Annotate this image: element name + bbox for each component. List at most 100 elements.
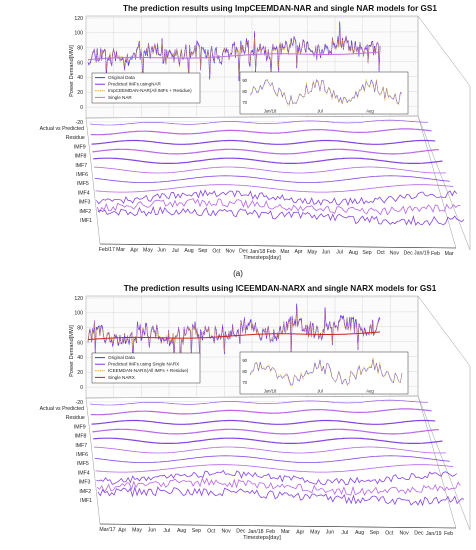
x-axis-line xyxy=(99,243,457,249)
x-tick-label: Aug xyxy=(355,530,364,536)
inset-y-tick: 90 xyxy=(242,78,247,83)
x-tick-label: Jan/19 xyxy=(426,531,442,537)
legend-entry: Predicted IMFs using Single NARX xyxy=(108,362,179,367)
x-tick-label: Feb xyxy=(444,531,453,537)
legend-box xyxy=(91,352,201,384)
inset-plot: 90 80 70 Jun/18 Jul Aug xyxy=(239,71,409,115)
depth-label: Actual vs Predicted xyxy=(40,406,85,412)
x-tick-label: Feb xyxy=(267,249,276,255)
y-tick-label: 80 xyxy=(77,46,83,52)
x-tick-label: Jul xyxy=(163,528,170,534)
x-tick-label: Mar xyxy=(280,249,289,255)
inset-series-combined xyxy=(249,79,403,107)
y-tick-label: 80 xyxy=(77,326,83,332)
depth-label: IMF6 xyxy=(76,452,88,458)
y-gridline xyxy=(85,400,419,403)
y-tick-label: 100 xyxy=(74,31,83,37)
depth-curve-imf2 xyxy=(96,477,461,496)
x-tick-label: Nov xyxy=(390,250,400,256)
depth-curve-imf9 xyxy=(91,419,436,425)
x-tick-label: Apr xyxy=(294,249,302,255)
chart-title: The prediction results using ICEEMDAN-NA… xyxy=(124,284,437,293)
y-axis-label: Power Demand[MW] xyxy=(69,45,75,97)
depth-label: IMF3 xyxy=(79,480,91,486)
legend-entry: Original Data xyxy=(108,75,135,80)
depth-label: IMF2 xyxy=(79,489,91,495)
depth-curve-imf7 xyxy=(93,437,443,444)
x-tick-label: Feb xyxy=(431,251,440,257)
plot-side-wall xyxy=(417,15,471,251)
y-tick-label: 20 xyxy=(77,370,83,376)
x-tick-label: Sep xyxy=(362,250,371,256)
depth-label: IMF5 xyxy=(77,461,89,467)
x-tick-label: Oct xyxy=(377,250,386,256)
depth-label: IMF4 xyxy=(78,470,90,476)
x-tick-label: May xyxy=(310,529,320,535)
inset-x-tick: Aug xyxy=(366,109,374,114)
inset-frame xyxy=(239,351,409,395)
series-line-combined xyxy=(87,309,381,362)
depth-curve-imf9 xyxy=(91,139,436,145)
x-tick-label: Feb/17 xyxy=(99,247,115,253)
inset-y-tick: 80 xyxy=(242,369,247,374)
panel-a: The prediction results using ImpCEEMDAN-… xyxy=(40,4,471,278)
y-tick-label: 100 xyxy=(74,311,83,317)
inset-y-tick: 80 xyxy=(242,89,247,94)
x-tick-label: Oct xyxy=(212,248,221,254)
x-tick-label: Nov xyxy=(221,528,231,534)
x-tick-label: Jul xyxy=(172,248,179,254)
depth-curve-imf5 xyxy=(94,455,450,463)
x-tick-label: Mar xyxy=(445,251,454,257)
x-tick-label: Dec xyxy=(403,250,413,256)
inset-y-tick: 70 xyxy=(242,380,247,385)
x-tick-label: May xyxy=(307,249,317,255)
depth-curve-imf6 xyxy=(93,446,446,454)
depth-label: IMF6 xyxy=(76,172,88,178)
x-tick-label: Aug xyxy=(184,248,193,254)
depth-label: Actual vs Predicted xyxy=(40,126,85,132)
inset-x-tick: Jul xyxy=(317,109,322,114)
depth-curve-imf6 xyxy=(93,166,446,174)
inset-series-combined xyxy=(249,357,403,387)
x-tick-label: May xyxy=(132,527,142,533)
depth-label: IMF9 xyxy=(74,424,86,430)
inset-x-tick: Jul xyxy=(317,389,322,394)
x-tick-label: Oct xyxy=(207,528,216,534)
x-tick-label: Jul xyxy=(336,250,343,256)
depth-label: IMF8 xyxy=(75,434,87,440)
depth-curve-imf4 xyxy=(95,464,454,473)
x-tick-label: Jun xyxy=(148,528,156,534)
x-tick-label: Jun xyxy=(326,530,334,536)
depth-curve-residue xyxy=(90,128,432,136)
x-tick-label: Apr xyxy=(296,529,304,535)
legend-entry: Single NAR xyxy=(108,95,132,100)
y-tick-label: 120 xyxy=(74,16,83,22)
depth-curve-imf5 xyxy=(94,175,450,183)
x-tick-label: Nov xyxy=(399,530,409,536)
legend: Original Data Predicted IMFs usingNARImpC… xyxy=(91,72,201,104)
x-tick-label: Jul xyxy=(341,530,348,536)
y-tick-label: 60 xyxy=(77,340,83,346)
inset-plot: 90 80 70 Jun/18 Jul Aug xyxy=(239,351,409,395)
legend-entry: ICEEMDAN-NARX(All IMFs + Residue) xyxy=(108,368,189,373)
depth-label: IMF5 xyxy=(77,181,89,187)
depth-label: IMF4 xyxy=(78,190,90,196)
depth-curve-imf7 xyxy=(93,157,443,164)
depth-curve-imf1 xyxy=(97,486,465,507)
y-tick-label: -20 xyxy=(76,120,84,126)
y-tick-label: 0 xyxy=(80,385,83,391)
x-tick-label: Jan/18 xyxy=(248,529,264,535)
depth-label: Residue xyxy=(66,415,85,421)
depth-curve-imf8 xyxy=(92,428,439,435)
inset-frame xyxy=(239,71,409,115)
x-tick-label: Aug xyxy=(349,250,358,256)
x-tick-label: Mar xyxy=(281,529,290,535)
x-axis-line xyxy=(99,523,457,529)
plot-side-wall xyxy=(417,295,471,531)
legend-entry: Single NARX xyxy=(108,375,135,380)
y-tick-label: 40 xyxy=(77,75,83,81)
x-tick-label: Feb xyxy=(266,529,275,535)
depth-curve-actual-vs-predicted xyxy=(89,399,428,406)
x-tick-label: Apr xyxy=(118,527,126,533)
inset-x-tick: Jun/18 xyxy=(264,389,277,394)
